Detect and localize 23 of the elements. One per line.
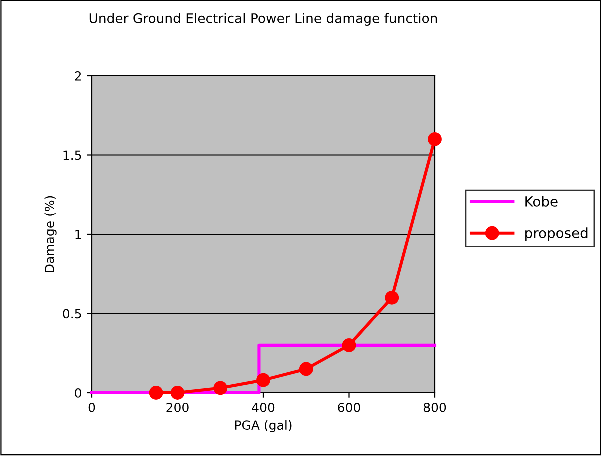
x-tick-label: 800 (424, 402, 446, 412)
legend-label: Kobe (526, 196, 558, 207)
x-tick-label: 600 (338, 402, 360, 412)
point (214, 381, 228, 396)
y-tick-label: 0 (75, 388, 82, 398)
point (149, 386, 164, 400)
y-tick-label: 1 (76, 230, 82, 240)
y-tick-label: 0.5 (63, 309, 82, 319)
point (428, 132, 442, 146)
y-tick-label: 2 (75, 71, 82, 81)
legend-label: proposed (526, 228, 588, 242)
x-axis-title: PGA (gal) (235, 420, 292, 432)
y-tick-label: 1.5 (64, 150, 82, 160)
chart-title: Under Ground Electrical Power Line damage function (90, 13, 438, 26)
point (342, 338, 356, 352)
x-tick-label: 0 (88, 402, 96, 412)
point (299, 362, 314, 376)
point (256, 373, 270, 388)
y-axis-title: Damage (%) (44, 196, 57, 272)
point (170, 386, 185, 400)
x-tick-label: 400 (252, 402, 275, 412)
point (385, 290, 400, 305)
x-tick-label: 200 (166, 402, 189, 412)
